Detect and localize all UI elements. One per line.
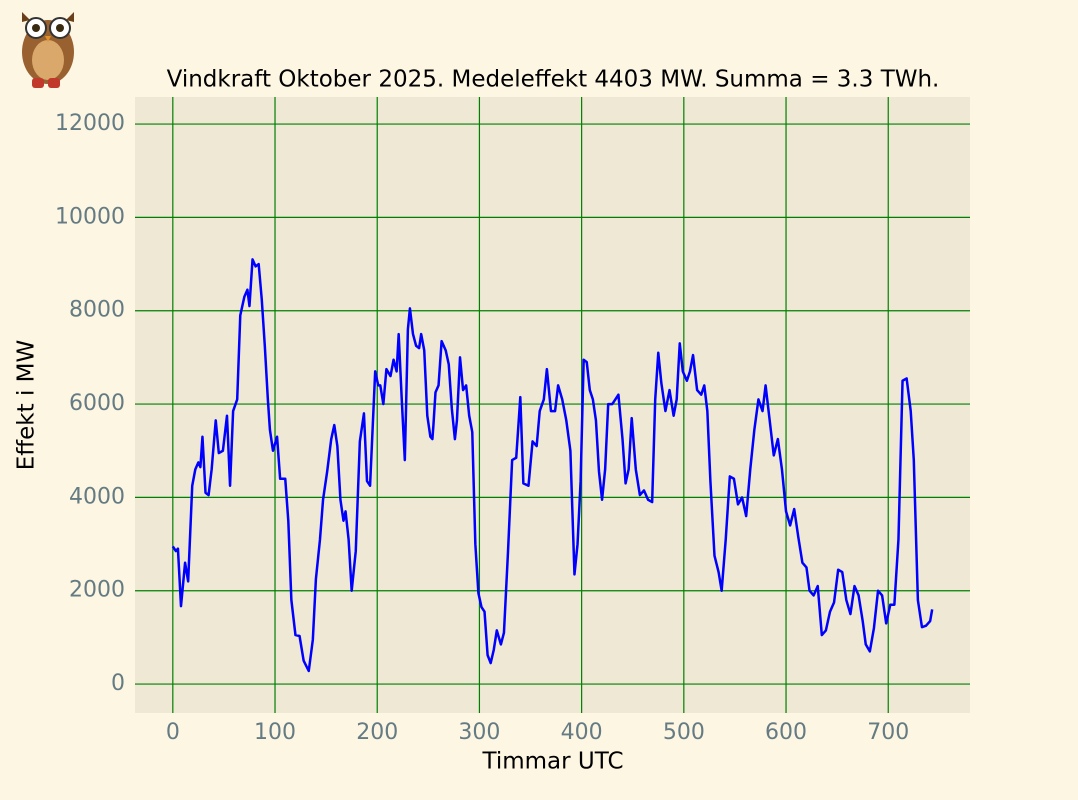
y-tick-label: 12000 xyxy=(55,111,125,136)
x-tick-label: 100 xyxy=(254,720,296,745)
x-tick-label: 200 xyxy=(356,720,398,745)
x-tick-label: 300 xyxy=(458,720,500,745)
x-tick-label: 500 xyxy=(663,720,705,745)
x-tick-label: 400 xyxy=(561,720,603,745)
x-tick-label: 600 xyxy=(765,720,807,745)
y-tick-label: 8000 xyxy=(69,298,125,323)
x-tick-label: 0 xyxy=(166,720,180,745)
y-tick-label: 6000 xyxy=(69,391,125,416)
y-tick-label: 10000 xyxy=(55,204,125,229)
data-line xyxy=(171,258,934,673)
y-axis-label: Effekt i MW xyxy=(14,340,40,470)
plot-area xyxy=(135,97,970,713)
y-tick-label: 4000 xyxy=(69,484,125,509)
owl-logo xyxy=(22,12,74,88)
x-axis-label: Timmar UTC xyxy=(482,749,624,775)
x-tick-label: 700 xyxy=(867,720,909,745)
chart-title: Vindkraft Oktober 2025. Medeleffekt 4403… xyxy=(167,67,940,93)
y-tick-label: 2000 xyxy=(69,578,125,603)
y-tick-label: 0 xyxy=(111,671,125,696)
